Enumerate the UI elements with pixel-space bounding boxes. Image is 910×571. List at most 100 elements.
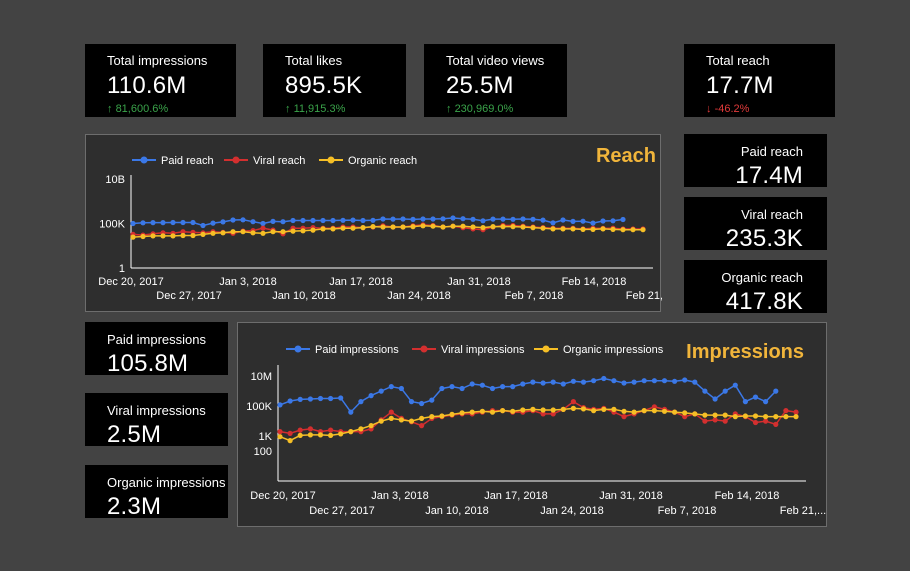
kpi-viral-reach: Viral reach 235.3K	[684, 197, 827, 252]
data-point	[610, 218, 616, 224]
data-point	[170, 219, 176, 226]
data-point	[370, 224, 376, 230]
y-tick-label: 1K	[259, 431, 273, 443]
data-point	[460, 216, 466, 222]
data-point	[620, 216, 626, 223]
data-point	[430, 216, 436, 222]
data-point	[540, 225, 546, 231]
data-point	[560, 226, 566, 232]
kpi-value: 110.6M	[107, 72, 187, 99]
data-point	[570, 405, 576, 411]
data-point	[190, 232, 196, 239]
data-point	[380, 224, 386, 230]
data-point	[672, 378, 678, 384]
data-point	[140, 233, 146, 240]
data-point	[601, 406, 607, 412]
kpi-label: Total video views	[446, 53, 545, 68]
chart-title: Impressions	[686, 341, 804, 363]
chart-title: Reach	[596, 145, 656, 167]
series-organic-impressions	[277, 405, 799, 444]
data-point	[150, 220, 156, 226]
data-point	[307, 426, 313, 432]
data-point	[297, 432, 303, 438]
legend-item: Paid reach	[132, 155, 214, 167]
data-point	[220, 230, 226, 236]
data-point	[348, 409, 354, 415]
x-tick-label: Jan 3, 2018	[219, 276, 277, 288]
data-point	[510, 384, 516, 390]
data-point	[250, 219, 256, 225]
data-point	[360, 217, 366, 224]
data-point	[752, 413, 759, 419]
data-point	[450, 223, 456, 229]
data-point	[408, 399, 415, 405]
data-point	[320, 226, 326, 232]
y-tick-label: 1	[119, 263, 125, 275]
kpi-total-likes: Total likes 895.5K ↑ 11,915.3%	[263, 44, 406, 117]
data-point	[773, 414, 779, 420]
kpi-viral-impressions: Viral impressions 2.5M	[85, 393, 228, 448]
data-point	[732, 382, 738, 388]
data-point	[479, 382, 485, 388]
data-point	[469, 409, 475, 415]
data-point	[338, 431, 344, 437]
data-point	[601, 375, 607, 382]
data-point	[408, 418, 415, 424]
data-point	[429, 414, 435, 420]
data-point	[640, 227, 646, 233]
data-point	[672, 409, 678, 415]
data-point	[591, 408, 597, 414]
data-point	[410, 216, 416, 222]
data-point	[160, 233, 166, 239]
legend-marker	[232, 156, 240, 164]
data-point	[190, 219, 196, 226]
data-point	[388, 384, 394, 390]
data-point	[712, 396, 718, 402]
data-point	[338, 395, 344, 401]
data-point	[388, 415, 394, 421]
data-point	[560, 406, 566, 412]
data-point	[510, 216, 516, 222]
data-point	[742, 413, 748, 419]
data-point	[702, 388, 708, 394]
data-point	[712, 417, 718, 423]
data-point	[250, 230, 256, 236]
data-point	[410, 224, 416, 230]
data-point	[530, 225, 536, 231]
kpi-value: 895.5K	[285, 72, 363, 99]
data-point	[631, 379, 637, 385]
data-point	[540, 217, 546, 223]
data-point	[510, 408, 516, 414]
data-point	[350, 217, 356, 223]
data-point	[330, 217, 336, 224]
kpi-label: Total reach	[706, 53, 770, 68]
data-point	[440, 216, 446, 222]
kpi-change: ↑ 81,600.6%	[107, 103, 169, 115]
data-point	[140, 220, 146, 226]
data-point	[390, 224, 396, 230]
data-point	[742, 399, 748, 405]
data-point	[400, 224, 406, 230]
data-point	[611, 378, 617, 384]
x-tick-label: Jan 31, 2018	[447, 276, 511, 288]
data-point	[540, 407, 546, 413]
data-point	[469, 381, 475, 387]
data-point	[287, 430, 293, 436]
x-tick-label: Feb 7, 2018	[658, 505, 717, 517]
data-point	[480, 225, 486, 231]
data-point	[400, 216, 406, 222]
x-tick-label: Dec 20, 2017	[250, 490, 315, 502]
kpi-paid-impressions: Paid impressions 105.8M	[85, 322, 228, 377]
legend-item: Viral impressions	[412, 344, 525, 356]
kpi-label: Viral impressions	[107, 403, 206, 418]
data-point	[300, 217, 306, 224]
kpi-change: ↓ -46.2%	[706, 103, 750, 115]
data-point	[280, 219, 286, 225]
data-point	[620, 227, 626, 233]
data-point	[570, 399, 576, 405]
data-point	[380, 216, 386, 222]
data-point	[702, 412, 708, 418]
data-point	[560, 217, 566, 223]
data-point	[773, 421, 779, 427]
data-point	[358, 399, 364, 405]
